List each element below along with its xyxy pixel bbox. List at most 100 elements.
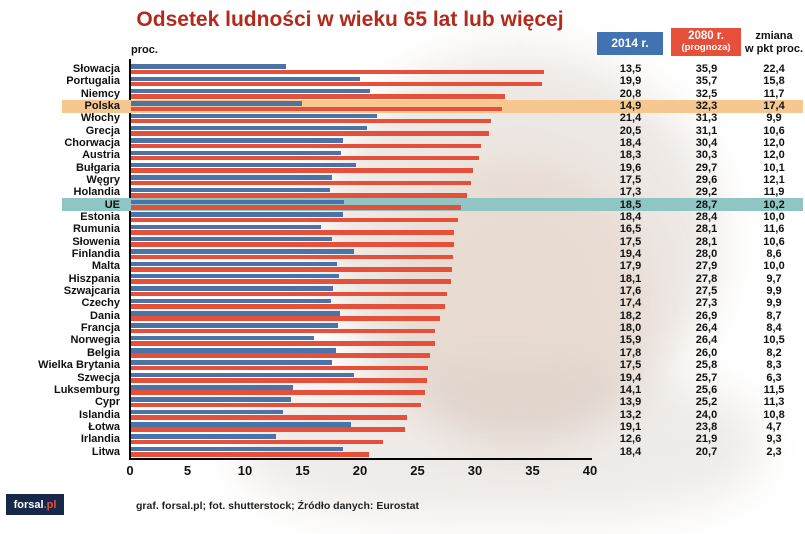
forsal-logo-suffix: .pl	[43, 498, 57, 511]
y-axis-line	[129, 59, 131, 459]
bar-2014	[131, 76, 360, 82]
value-change: 9,9	[766, 112, 782, 125]
bar-2080	[131, 353, 430, 358]
bar-2080	[131, 402, 421, 408]
country-label: Wielka Brytania	[38, 359, 120, 372]
country-label: Belgia	[86, 346, 120, 359]
bar-2014	[131, 113, 378, 119]
country-label: Łotwa	[88, 420, 120, 433]
bar-2080	[131, 378, 427, 383]
table-header-2014: 2014 r.	[597, 32, 663, 55]
bar-2014	[131, 88, 371, 94]
value-change: 10,0	[763, 260, 785, 273]
value-2080: 31,3	[695, 112, 718, 125]
value-2014: 17,8	[619, 346, 642, 359]
table-header-2080-sublabel: (prognoza)	[681, 42, 731, 54]
value-2014: 20,5	[619, 124, 642, 137]
value-change: 10,5	[763, 334, 785, 347]
value-2080: 35,7	[695, 75, 718, 88]
bar-2080	[131, 316, 441, 321]
value-2014: 17,9	[619, 260, 642, 273]
bar-2080	[131, 193, 467, 198]
value-change: 9,7	[766, 272, 782, 285]
value-2014: 16,5	[619, 223, 642, 236]
country-label: Szwecja	[77, 371, 120, 384]
bar-2014	[131, 249, 355, 254]
value-2014: 15,9	[619, 334, 642, 347]
country-label: Islandia	[79, 408, 120, 421]
value-2014: 18,5	[619, 198, 642, 211]
bar-2080	[131, 205, 462, 210]
country-label: Holandia	[73, 186, 120, 199]
value-change: 11,9	[763, 186, 785, 199]
value-change: 10,2	[763, 198, 785, 211]
value-2014: 18,2	[619, 309, 642, 322]
bar-2014	[131, 261, 337, 267]
value-change: 12,0	[763, 137, 785, 150]
value-change: 8,3	[766, 359, 782, 372]
value-2080: 32,3	[695, 100, 718, 113]
bar-2080	[131, 415, 407, 420]
country-label: Malta	[91, 260, 120, 273]
value-2080: 30,4	[695, 137, 718, 150]
country-label: Francja	[80, 322, 120, 335]
bar-2014	[131, 212, 343, 217]
axis-unit-label: proc.	[131, 44, 158, 56]
value-2080: 25,6	[695, 383, 718, 396]
value-2014: 18,0	[619, 322, 642, 335]
value-change: 10,8	[763, 408, 785, 421]
country-label: Litwa	[91, 445, 120, 458]
value-2080: 26,4	[695, 322, 718, 335]
bar-2080	[131, 155, 480, 161]
value-2080: 30,3	[695, 149, 718, 162]
bar-2014	[131, 224, 321, 230]
country-label: Włochy	[80, 112, 120, 125]
country-label: Polska	[84, 100, 120, 113]
value-change: 10,6	[763, 124, 785, 137]
x-tick-label: 5	[183, 463, 192, 478]
value-2014: 19,1	[619, 420, 642, 433]
forsal-logo-text: forsal	[13, 498, 44, 511]
value-change: 10,6	[763, 235, 785, 248]
bar-2080	[131, 106, 503, 112]
value-2080: 29,2	[695, 186, 718, 199]
value-change: 2,3	[766, 445, 782, 458]
bar-2014	[131, 273, 340, 279]
bar-2014	[131, 434, 276, 439]
bar-2014	[131, 348, 336, 353]
value-2080: 24,0	[695, 408, 718, 421]
bar-2080	[131, 452, 370, 457]
value-2080: 27,8	[695, 272, 718, 285]
x-tick-label: 25	[410, 463, 425, 478]
value-2014: 19,4	[619, 248, 642, 261]
country-label: Bułgaria	[75, 161, 120, 174]
value-2014: 17,3	[619, 186, 642, 199]
bar-2080	[131, 131, 489, 136]
value-2080: 27,5	[695, 285, 718, 298]
value-2080: 25,7	[695, 371, 718, 384]
value-change: 11,6	[763, 223, 785, 236]
bar-2080	[131, 304, 445, 309]
value-change: 11,3	[763, 396, 785, 409]
value-2080: 26,0	[695, 346, 718, 359]
x-tick-label: 15	[295, 463, 310, 478]
bar-2014	[131, 286, 334, 291]
x-axis-line	[129, 458, 592, 460]
value-change: 10,0	[763, 211, 785, 224]
bar-2014	[131, 323, 338, 328]
country-label: Finlandia	[71, 248, 120, 261]
value-change: 11,7	[763, 87, 785, 100]
country-label: Chorwacja	[64, 137, 120, 150]
bar-2014	[131, 138, 343, 143]
x-tick-label: 40	[582, 463, 598, 478]
bar-2080	[131, 180, 472, 186]
bar-2014	[131, 360, 333, 365]
country-label: Luksemburg	[53, 383, 120, 396]
bar-2014	[131, 236, 333, 242]
value-change: 12,0	[763, 149, 785, 162]
value-2080: 28,1	[695, 235, 718, 248]
chart-title: Odsetek ludności w wieku 65 lat lub więc…	[136, 8, 564, 31]
country-label: Rumunia	[72, 223, 120, 236]
